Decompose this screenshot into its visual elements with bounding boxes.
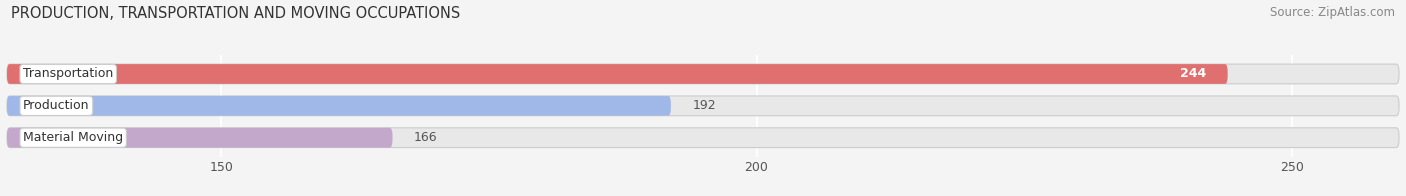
Text: Transportation: Transportation: [22, 67, 114, 81]
Text: Material Moving: Material Moving: [22, 131, 124, 144]
Text: Source: ZipAtlas.com: Source: ZipAtlas.com: [1270, 6, 1395, 19]
FancyBboxPatch shape: [7, 64, 1399, 84]
Text: PRODUCTION, TRANSPORTATION AND MOVING OCCUPATIONS: PRODUCTION, TRANSPORTATION AND MOVING OC…: [11, 6, 461, 21]
FancyBboxPatch shape: [7, 128, 392, 148]
FancyBboxPatch shape: [7, 64, 1227, 84]
FancyBboxPatch shape: [7, 96, 671, 116]
Text: 192: 192: [692, 99, 716, 112]
Text: Production: Production: [22, 99, 90, 112]
FancyBboxPatch shape: [7, 96, 1399, 116]
FancyBboxPatch shape: [7, 128, 1399, 148]
Text: 166: 166: [413, 131, 437, 144]
Text: 244: 244: [1180, 67, 1206, 81]
